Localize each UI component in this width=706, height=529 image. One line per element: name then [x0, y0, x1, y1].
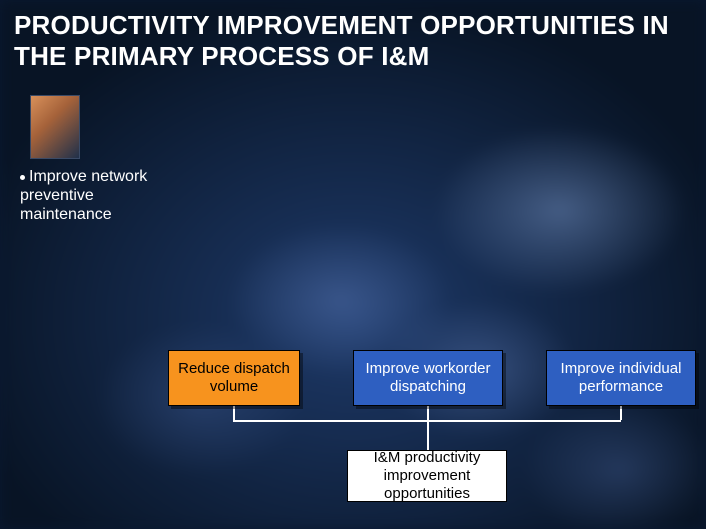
diagram: Reduce dispatch volume Improve workorder… [0, 350, 706, 520]
connector [233, 406, 235, 420]
box-label: Improve individual performance [553, 360, 689, 396]
box-reduce-dispatch: Reduce dispatch volume [168, 350, 300, 406]
connector [427, 420, 429, 450]
bullet-dot-icon [20, 175, 25, 180]
connector [620, 406, 622, 420]
bullet-item: Improve network preventive maintenance [20, 168, 170, 225]
bullet-text: Improve network preventive maintenance [20, 168, 147, 223]
connector [427, 406, 429, 420]
box-improve-workorder: Improve workorder dispatching [353, 350, 503, 406]
box-root: I&M productivity improvement opportuniti… [347, 450, 507, 502]
thumbnail-image [30, 95, 80, 159]
box-improve-individual: Improve individual performance [546, 350, 696, 406]
slide-title: PRODUCTIVITY IMPROVEMENT OPPORTUNITIES I… [14, 10, 692, 71]
box-label: Improve workorder dispatching [360, 360, 496, 396]
box-label: I&M productivity improvement opportuniti… [354, 449, 500, 503]
box-label: Reduce dispatch volume [175, 360, 293, 396]
slide-content: PRODUCTIVITY IMPROVEMENT OPPORTUNITIES I… [0, 0, 706, 529]
